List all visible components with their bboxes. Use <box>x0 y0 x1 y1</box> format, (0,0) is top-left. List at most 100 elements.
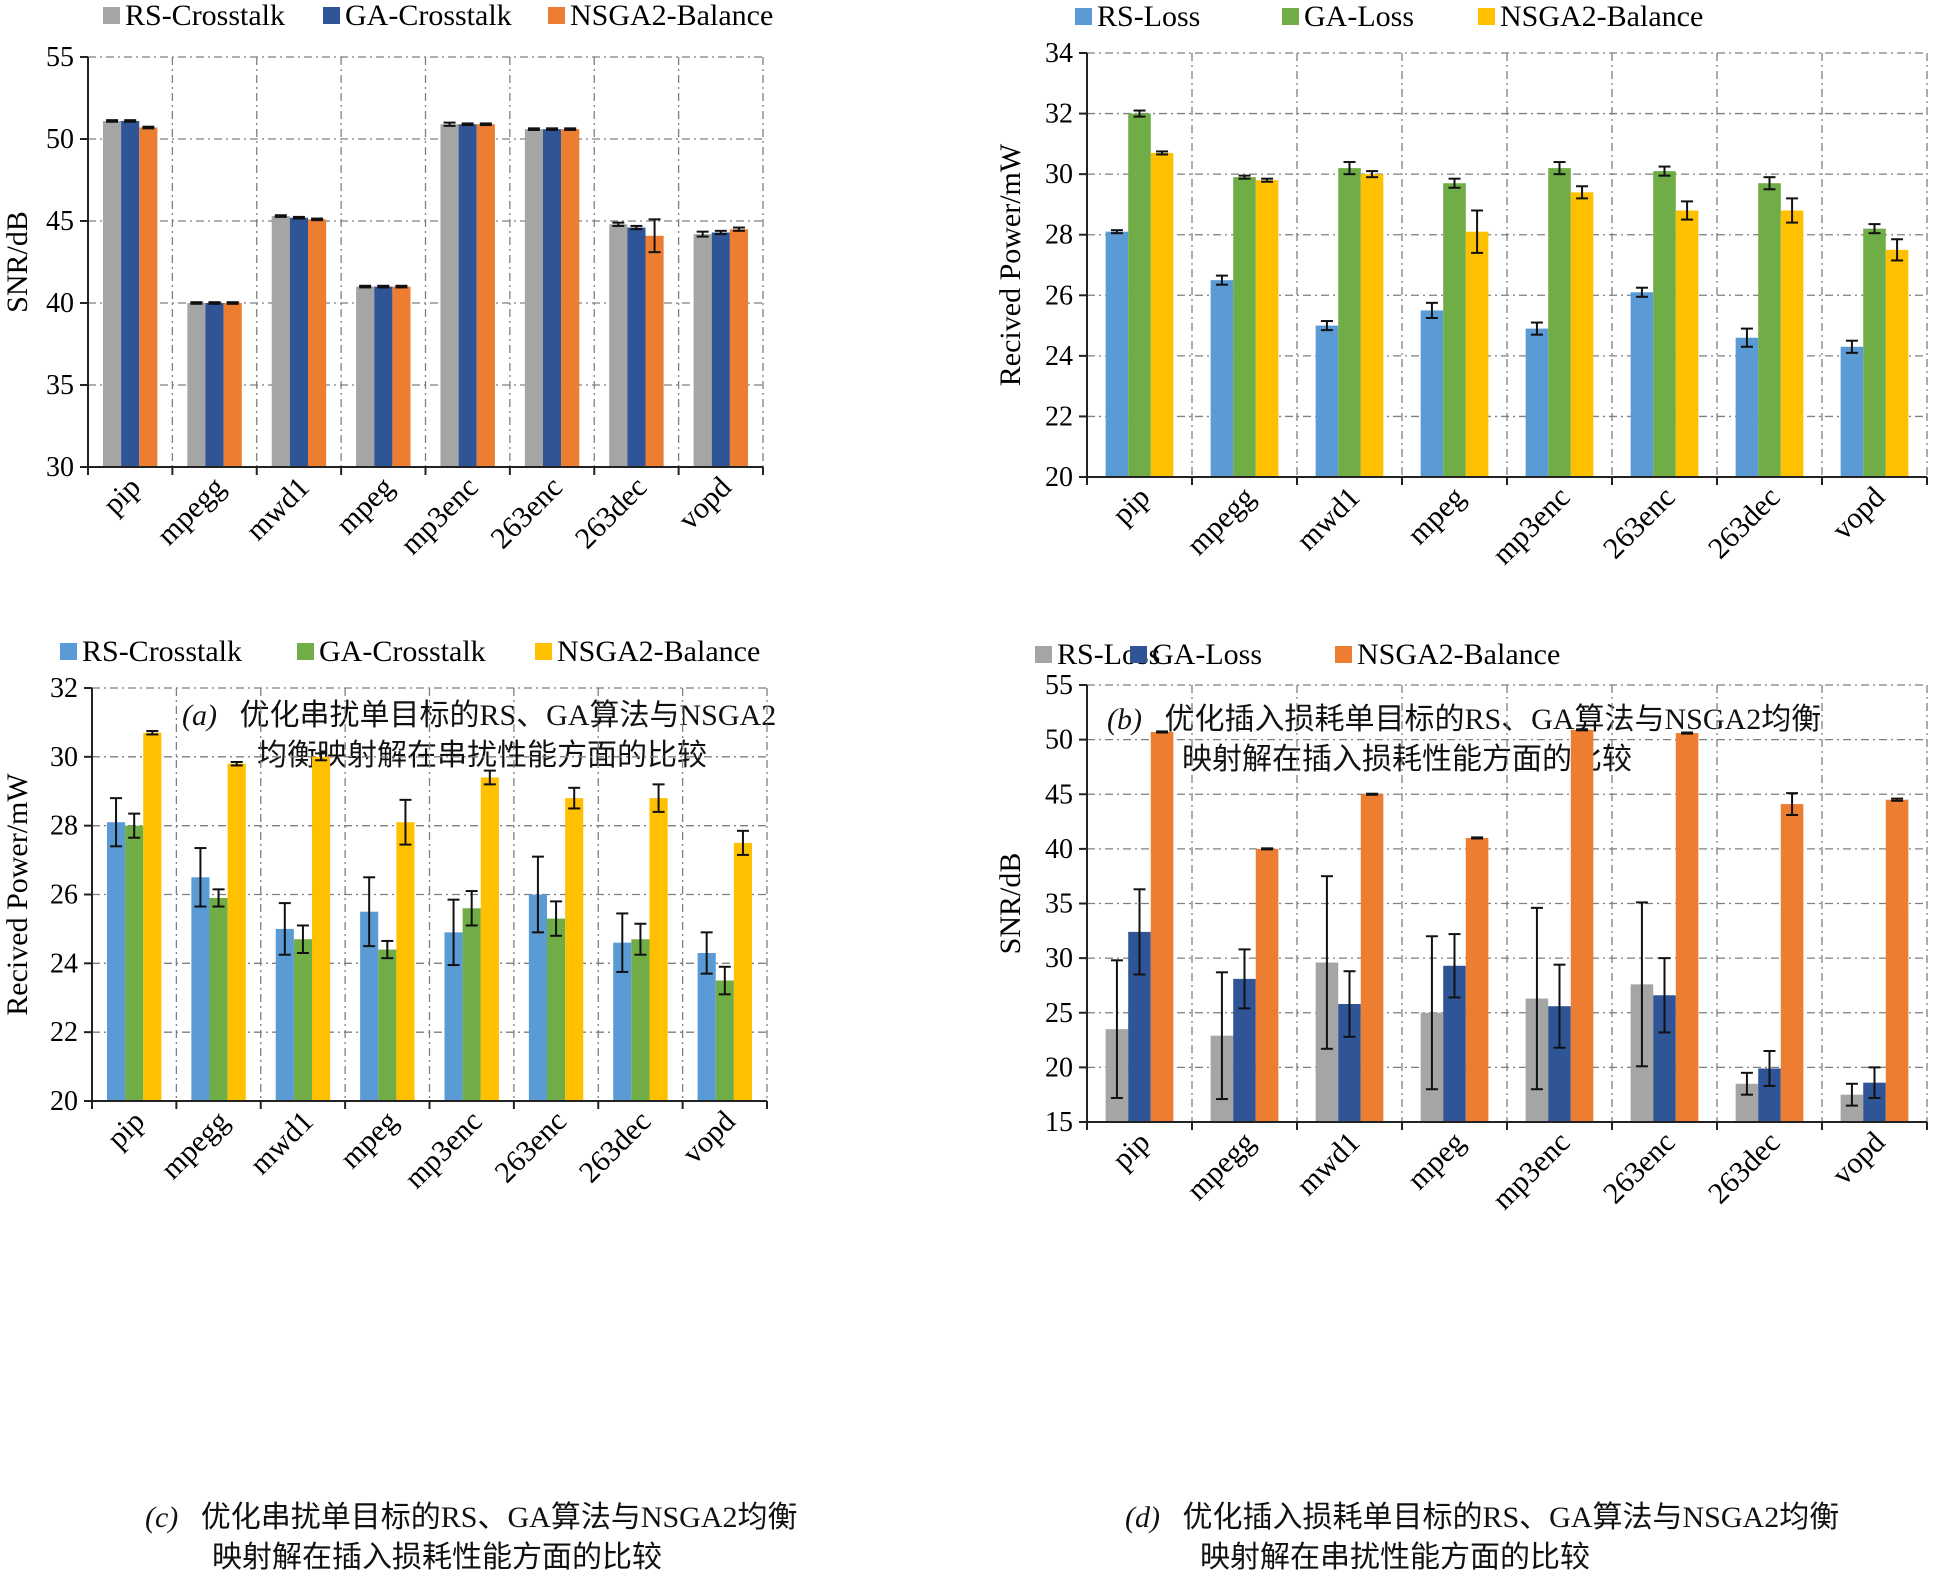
bar <box>106 822 126 1101</box>
x-tick-label: mwd1 <box>240 471 316 547</box>
x-tick-label: mp3enc <box>1486 481 1576 571</box>
bar <box>1443 965 1466 1122</box>
caption-a: (a) 优化串扰单目标的RS、GA算法与NSGA2 均衡映射解在串扰性能方面的比… <box>182 696 776 776</box>
bar <box>1233 978 1256 1122</box>
legend-swatch <box>548 7 565 24</box>
bar <box>227 763 246 1101</box>
bar <box>1465 231 1489 477</box>
y-tick-label: 24 <box>50 948 78 979</box>
x-tick-label: mpeg <box>1401 481 1471 551</box>
y-axis-title: Recived Power/mW <box>994 143 1027 386</box>
caption-line: 优化串扰单目标的RS、GA算法与NSGA2均衡 <box>200 1501 798 1534</box>
x-tick-label: mp3enc <box>394 471 484 561</box>
bar <box>1338 168 1361 478</box>
legend-label: NSGA2-Balance <box>1357 638 1560 671</box>
x-tick-label: mpegg <box>1180 481 1261 562</box>
y-tick-label: 40 <box>1045 834 1073 865</box>
bar <box>1780 804 1804 1122</box>
y-tick-label: 32 <box>50 673 78 704</box>
legend-swatch <box>535 643 552 660</box>
bar <box>480 777 499 1101</box>
bar <box>1570 729 1594 1122</box>
bar <box>693 234 712 467</box>
x-tick-label: mpegg <box>1180 1126 1261 1207</box>
x-tick-label: pip <box>1106 1126 1156 1176</box>
x-tick-label: vopd <box>1826 481 1892 547</box>
bar <box>1150 152 1174 477</box>
x-tick-label: pip <box>97 471 147 521</box>
bar <box>462 908 481 1101</box>
x-tick-label: 263dec <box>573 1105 658 1190</box>
bar <box>205 303 224 467</box>
bar <box>1863 228 1886 477</box>
bar <box>293 939 313 1101</box>
y-axis-title: SNR/dB <box>1 211 34 313</box>
x-tick-label: mp3enc <box>398 1105 488 1195</box>
caption-letter: (a) <box>182 699 217 732</box>
bar <box>187 303 206 467</box>
bar <box>1128 113 1151 478</box>
bar <box>649 798 668 1101</box>
x-tick-label: 263enc <box>484 471 569 556</box>
x-tick-label: 263dec <box>1702 1126 1787 1211</box>
caption-line: 映射解在串扰性能方面的比较 <box>1200 1541 1590 1574</box>
bar <box>542 129 562 467</box>
legend-swatch <box>297 643 314 660</box>
bar <box>1255 848 1279 1122</box>
bar <box>458 124 477 468</box>
y-tick-label: 50 <box>1045 725 1073 756</box>
bar <box>356 286 375 467</box>
legend-label: GA-Crosstalk <box>319 635 486 668</box>
y-tick-label: 26 <box>50 880 78 911</box>
bar <box>1840 1094 1864 1122</box>
bar <box>1548 1006 1571 1122</box>
bar <box>1735 1083 1759 1122</box>
bar <box>711 232 730 467</box>
bar <box>1630 292 1654 477</box>
legend-label: RS-Loss <box>1097 0 1200 33</box>
y-tick-label: 50 <box>46 124 74 155</box>
legend-swatch <box>323 7 340 24</box>
caption-b: (b) 优化插入损耗单目标的RS、GA算法与NSGA2均衡 映射解在插入损耗性能… <box>1107 700 1821 780</box>
bar <box>1758 1068 1781 1122</box>
bar <box>631 939 650 1101</box>
y-axis-title: Recived Power/mW <box>1 773 34 1016</box>
y-tick-label: 40 <box>46 288 74 319</box>
bar <box>1360 174 1384 477</box>
x-tick-label: pip <box>101 1105 151 1155</box>
bar <box>1735 337 1759 477</box>
caption-line: 优化插入损耗单目标的RS、GA算法与NSGA2均衡 <box>1182 1501 1840 1534</box>
y-tick-label: 35 <box>1045 889 1073 920</box>
bar <box>1255 180 1279 477</box>
y-tick-label: 30 <box>50 742 78 773</box>
y-tick-label: 20 <box>50 1086 78 1117</box>
bar <box>528 894 547 1101</box>
bar <box>1653 171 1676 477</box>
bar <box>1840 346 1864 477</box>
y-tick-label: 55 <box>1045 670 1073 701</box>
bar <box>143 732 162 1101</box>
caption-line: 均衡映射解在串扰性能方面的比较 <box>257 739 707 772</box>
legend-label: NSGA2-Balance <box>557 635 760 668</box>
legend-label: RS-Crosstalk <box>125 0 285 32</box>
bar <box>697 953 716 1101</box>
y-tick-label: 28 <box>1045 220 1073 251</box>
x-tick-label: mwd1 <box>244 1105 320 1181</box>
caption-line: 优化串扰单目标的RS、GA算法与NSGA2 <box>239 699 777 732</box>
bar <box>476 124 495 468</box>
bar <box>613 942 632 1101</box>
bar <box>209 897 228 1101</box>
legend-swatch <box>103 7 120 24</box>
bar <box>1105 231 1129 477</box>
y-tick-label: 34 <box>1045 38 1073 69</box>
x-tick-label: 263enc <box>1597 1126 1682 1211</box>
bar <box>392 286 411 467</box>
bar <box>191 877 210 1101</box>
bar <box>1548 168 1571 478</box>
bar <box>102 120 122 468</box>
legend-swatch <box>1035 646 1052 663</box>
bar <box>1315 325 1339 477</box>
